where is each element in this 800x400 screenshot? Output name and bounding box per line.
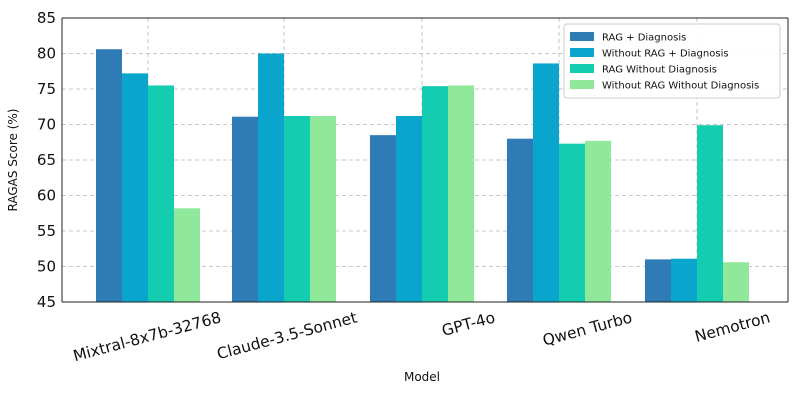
y-tick-label: 45 xyxy=(37,293,56,311)
bar xyxy=(533,63,559,302)
bar xyxy=(448,85,474,302)
bar xyxy=(122,73,148,302)
bar xyxy=(671,258,697,302)
legend-swatch xyxy=(570,32,594,41)
y-tick-label: 60 xyxy=(37,187,56,205)
bar xyxy=(723,262,749,302)
legend-swatch xyxy=(570,48,594,57)
bar xyxy=(232,116,258,302)
bar xyxy=(507,138,533,302)
y-tick-label: 70 xyxy=(37,116,56,134)
y-tick-labels: 45 50 55 60 65 70 75 80 85 xyxy=(37,9,56,311)
bar xyxy=(258,53,284,302)
legend-label: RAG + Diagnosis xyxy=(602,33,686,44)
x-tick-label: Claude-3.5-Sonnet xyxy=(215,308,359,363)
legend-label: RAG Without Diagnosis xyxy=(602,65,717,76)
bar xyxy=(396,115,422,302)
x-tick-label: Nemotron xyxy=(693,308,772,345)
x-tick-label: Mixtral-8x7b-32768 xyxy=(71,308,223,365)
bar xyxy=(370,135,396,302)
y-tick-label: 75 xyxy=(37,80,56,98)
bar xyxy=(310,115,336,302)
legend: RAG + Diagnosis Without RAG + Diagnosis RA… xyxy=(563,23,781,99)
bar xyxy=(148,85,174,302)
y-axis-title: RAGAS Score (%) xyxy=(6,109,20,212)
x-tick-label: Qwen Turbo xyxy=(541,308,634,349)
bar xyxy=(284,115,310,302)
x-axis-title: Model xyxy=(404,370,440,384)
legend-label: Without RAG + Diagnosis xyxy=(602,49,729,60)
bar xyxy=(697,125,723,303)
y-tick-label: 65 xyxy=(37,151,56,169)
y-tick-label: 80 xyxy=(37,45,56,63)
bar xyxy=(174,208,200,302)
legend-swatch xyxy=(570,64,594,73)
y-tick-label: 55 xyxy=(37,222,56,240)
axes xyxy=(61,17,789,303)
bars xyxy=(96,49,749,303)
bar xyxy=(422,86,448,302)
x-tick-label: GPT-4o xyxy=(440,308,497,339)
y-tick-label: 50 xyxy=(37,258,56,276)
bar xyxy=(559,143,585,302)
legend-box xyxy=(563,23,781,99)
y-tick-label: 85 xyxy=(37,9,56,27)
bar xyxy=(96,49,122,302)
bar xyxy=(585,140,611,302)
legend-swatch xyxy=(570,80,594,89)
legend-label: Without RAG Without Diagnosis xyxy=(602,81,759,92)
bar xyxy=(645,259,671,302)
